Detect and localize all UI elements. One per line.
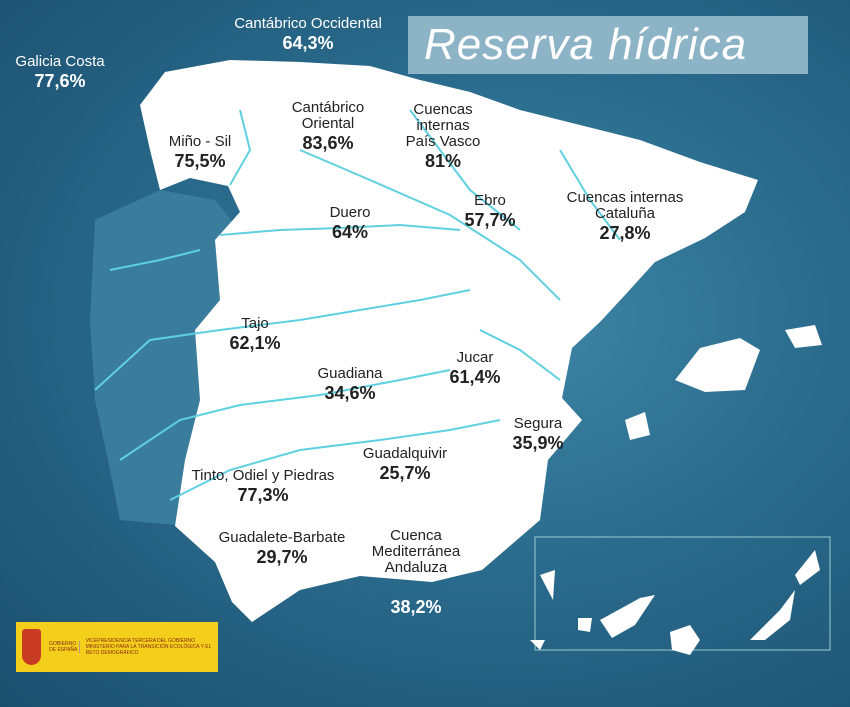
basin-name: Cantábrico Occidental xyxy=(234,15,382,32)
basin-name: Ebro xyxy=(474,192,506,209)
logo-right-text: VICEPRESIDENCIA TERCERA DEL GOBIERNO MINI… xyxy=(86,638,218,656)
basin-name: Guadalete-Barbate xyxy=(218,529,346,546)
basin-label: Cuenca Mediterránea Andaluza xyxy=(361,528,471,576)
basin-name: Tajo xyxy=(241,315,269,332)
basin-label: Guadalquivir 25,7% xyxy=(363,446,447,484)
basin-value: 35,9% xyxy=(512,433,564,453)
basin-name: Duero xyxy=(329,204,371,221)
basin-value: 57,7% xyxy=(464,210,516,230)
map-title: Reserva hídrica xyxy=(408,16,808,74)
basin-value: 34,6% xyxy=(324,383,376,403)
basin-value: 77,3% xyxy=(237,485,289,505)
basin-value: 81% xyxy=(424,151,462,171)
basin-value: 29,7% xyxy=(256,547,308,567)
logo-ministerio: MINISTERIO PARA LA TRANSICIÓN ECOLÓGICA … xyxy=(85,644,212,656)
basin-name: Tinto, Odiel y Piedras xyxy=(191,467,335,484)
basin-value: 61,4% xyxy=(449,367,501,387)
basin-value: 75,5% xyxy=(174,151,226,171)
basin-value: 27,8% xyxy=(599,223,651,243)
basin-label: Ebro 57,7% xyxy=(464,193,515,231)
basin-label: Cantábrico Oriental 83,6% xyxy=(283,100,373,154)
balearic-islands xyxy=(625,325,822,440)
basin-name: Cuencas internas Cataluña xyxy=(566,189,684,222)
logo-left-text: GOBIERNO DE ESPAÑA xyxy=(49,641,80,653)
basin-label: Cantábrico Occidental 64,3% xyxy=(234,16,382,54)
rivers xyxy=(94,109,621,501)
logo-vicepresidencia: VICEPRESIDENCIA TERCERA DEL GOBIERNO xyxy=(85,638,196,644)
basin-value: 77,6% xyxy=(34,71,86,91)
basin-value: 25,7% xyxy=(379,463,431,483)
canary-islands xyxy=(530,550,820,655)
basin-value: 38,2% xyxy=(390,597,442,617)
basin-name: Cuenca Mediterránea Andaluza xyxy=(371,527,461,576)
basin-value-outside: 38,2% xyxy=(390,596,441,618)
basin-label: Duero 64% xyxy=(330,205,371,243)
basin-label: Guadalete-Barbate 29,7% xyxy=(219,530,346,568)
basin-value: 64,3% xyxy=(282,33,334,53)
basin-name: Segura xyxy=(513,415,563,432)
portugal xyxy=(90,190,235,525)
basin-name: Guadiana xyxy=(317,365,383,382)
basin-name: Miño - Sil xyxy=(168,133,232,150)
basin-label: Jucar 61,4% xyxy=(449,350,500,388)
basin-value: 62,1% xyxy=(229,333,281,353)
basin-value: 64% xyxy=(331,222,369,242)
spain-mainland xyxy=(140,60,758,622)
basin-value: 83,6% xyxy=(302,133,354,153)
basin-label: Galicia Costa 77,6% xyxy=(15,54,104,92)
basin-label: Cuencas internas País Vasco 81% xyxy=(403,102,483,172)
basin-label: Tinto, Odiel y Piedras 77,3% xyxy=(192,468,335,506)
basin-name: Guadalquivir xyxy=(362,445,448,462)
basin-label: Tajo 62,1% xyxy=(229,316,280,354)
gobierno-logo: GOBIERNO DE ESPAÑA VICEPRESIDENCIA TERCE… xyxy=(16,622,218,672)
basin-name: Cantábrico Oriental xyxy=(291,99,365,132)
basin-label: Cuencas internas Cataluña 27,8% xyxy=(555,190,695,244)
basin-name: Jucar xyxy=(456,349,494,366)
basin-label: Miño - Sil 75,5% xyxy=(169,134,232,172)
basin-label: Guadiana 34,6% xyxy=(317,366,382,404)
basin-name: Galicia Costa xyxy=(15,53,105,70)
coat-of-arms-icon xyxy=(22,629,42,665)
basin-label: Segura 35,9% xyxy=(512,416,563,454)
basin-name: Cuencas internas País Vasco xyxy=(405,101,481,150)
